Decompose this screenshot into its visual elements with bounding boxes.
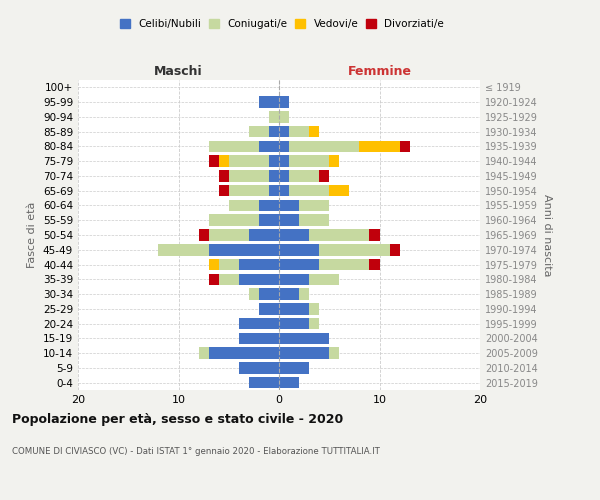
Bar: [289, 156, 329, 167]
Text: Popolazione per età, sesso e stato civile - 2020: Popolazione per età, sesso e stato civil…: [12, 412, 343, 426]
Bar: [249, 229, 279, 241]
Bar: [279, 140, 289, 152]
Bar: [279, 348, 329, 359]
Bar: [370, 229, 380, 241]
Bar: [269, 111, 279, 122]
Bar: [259, 200, 279, 211]
Bar: [209, 259, 218, 270]
Bar: [279, 96, 289, 108]
Bar: [259, 96, 279, 108]
Bar: [309, 126, 319, 138]
Bar: [269, 156, 279, 167]
Bar: [239, 332, 279, 344]
Bar: [219, 259, 239, 270]
Bar: [249, 126, 269, 138]
Bar: [319, 259, 370, 270]
Bar: [299, 200, 329, 211]
Bar: [279, 126, 289, 138]
Bar: [218, 185, 229, 196]
Bar: [259, 214, 279, 226]
Bar: [209, 214, 259, 226]
Bar: [309, 229, 370, 241]
Bar: [229, 170, 269, 181]
Text: Femmine: Femmine: [347, 65, 412, 78]
Legend: Celibi/Nubili, Coniugati/e, Vedovi/e, Divorziati/e: Celibi/Nubili, Coniugati/e, Vedovi/e, Di…: [116, 15, 448, 34]
Bar: [249, 377, 279, 388]
Bar: [299, 214, 329, 226]
Bar: [229, 185, 269, 196]
Bar: [279, 318, 309, 330]
Bar: [259, 140, 279, 152]
Bar: [329, 348, 340, 359]
Bar: [370, 259, 380, 270]
Bar: [209, 244, 279, 256]
Bar: [209, 229, 249, 241]
Bar: [359, 140, 400, 152]
Bar: [239, 274, 279, 285]
Bar: [279, 288, 299, 300]
Bar: [329, 156, 340, 167]
Bar: [229, 200, 259, 211]
Bar: [279, 303, 309, 314]
Bar: [269, 185, 279, 196]
Bar: [199, 229, 209, 241]
Bar: [209, 156, 218, 167]
Bar: [289, 126, 309, 138]
Bar: [218, 170, 229, 181]
Bar: [389, 244, 400, 256]
Bar: [199, 348, 209, 359]
Bar: [279, 111, 289, 122]
Bar: [279, 170, 289, 181]
Bar: [319, 244, 389, 256]
Bar: [229, 156, 269, 167]
Bar: [279, 244, 319, 256]
Bar: [269, 170, 279, 181]
Bar: [209, 140, 259, 152]
Bar: [249, 288, 259, 300]
Bar: [279, 332, 329, 344]
Bar: [209, 274, 218, 285]
Bar: [279, 362, 309, 374]
Bar: [279, 200, 299, 211]
Bar: [309, 274, 340, 285]
Bar: [239, 362, 279, 374]
Bar: [279, 274, 309, 285]
Bar: [289, 185, 329, 196]
Bar: [279, 377, 299, 388]
Bar: [400, 140, 410, 152]
Bar: [269, 126, 279, 138]
Bar: [219, 274, 239, 285]
Bar: [329, 185, 349, 196]
Bar: [289, 170, 319, 181]
Text: Maschi: Maschi: [154, 65, 203, 78]
Bar: [279, 156, 289, 167]
Text: COMUNE DI CIVIASCO (VC) - Dati ISTAT 1° gennaio 2020 - Elaborazione TUTTITALIA.I: COMUNE DI CIVIASCO (VC) - Dati ISTAT 1° …: [12, 448, 380, 456]
Bar: [209, 348, 279, 359]
Bar: [309, 318, 319, 330]
Bar: [309, 303, 319, 314]
Bar: [289, 140, 359, 152]
Bar: [259, 288, 279, 300]
Bar: [239, 318, 279, 330]
Bar: [259, 303, 279, 314]
Bar: [158, 244, 209, 256]
Y-axis label: Fasce di età: Fasce di età: [28, 202, 37, 268]
Bar: [218, 156, 229, 167]
Bar: [239, 259, 279, 270]
Bar: [279, 259, 319, 270]
Bar: [299, 288, 309, 300]
Bar: [279, 214, 299, 226]
Y-axis label: Anni di nascita: Anni di nascita: [542, 194, 551, 276]
Bar: [279, 229, 309, 241]
Bar: [319, 170, 329, 181]
Bar: [279, 185, 289, 196]
